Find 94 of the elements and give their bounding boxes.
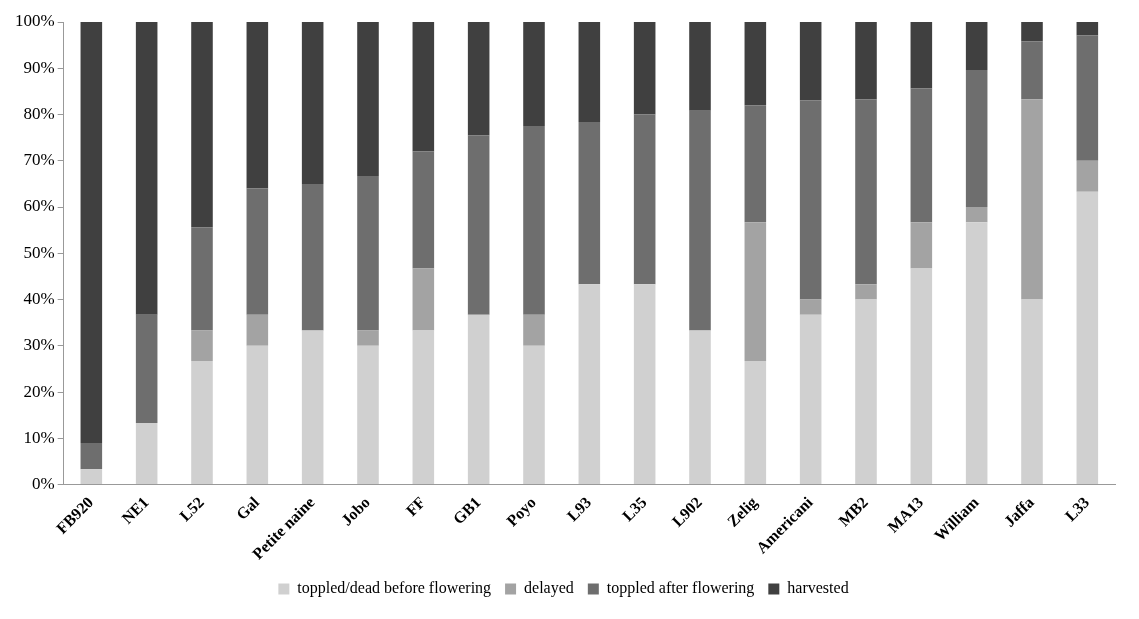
bar (191, 330, 213, 362)
bar (910, 268, 933, 485)
bar (744, 361, 767, 485)
bar (744, 105, 767, 223)
bar (1076, 22, 1099, 36)
bar (523, 345, 545, 485)
bar (191, 227, 213, 331)
y-tick-label: 40% (23, 289, 55, 308)
bar (910, 22, 933, 89)
x-tick-label: L35 (618, 493, 650, 525)
bar (855, 99, 877, 285)
bar (855, 22, 877, 100)
bar (80, 442, 103, 470)
bar (191, 22, 213, 228)
bar (965, 22, 988, 71)
bar (578, 284, 601, 485)
bar (246, 22, 269, 189)
bar (80, 22, 103, 443)
x-tick-label: Poyo (503, 493, 540, 530)
bar (412, 268, 435, 331)
x-tick-label: L93 (563, 493, 595, 525)
y-tick-label: 60% (23, 196, 55, 216)
bar (910, 222, 933, 269)
x-tick-label: Gal (232, 492, 263, 523)
legend-label: toppled/dead before flowering (297, 579, 492, 598)
y-tick-label: 30% (23, 335, 55, 355)
bar (855, 284, 877, 300)
bar (1021, 299, 1043, 485)
bar (135, 314, 158, 424)
bar (1076, 35, 1099, 161)
bar (357, 22, 379, 177)
bar (246, 188, 269, 315)
y-tick-label: 90% (23, 57, 55, 77)
bar (467, 135, 490, 315)
x-tick-label: Jobo (337, 493, 374, 529)
bar (633, 22, 656, 115)
y-tick-label: 0% (31, 474, 55, 494)
bar (135, 423, 158, 485)
bar (1076, 160, 1099, 192)
bar (1021, 99, 1043, 300)
bar (412, 22, 435, 152)
bar (744, 22, 767, 106)
bar (799, 299, 822, 315)
bar (965, 207, 988, 223)
bar (855, 299, 877, 485)
bar (965, 70, 988, 208)
x-tick-label: NE1 (118, 493, 152, 527)
bar (578, 22, 601, 122)
bar (191, 361, 213, 485)
x-tick-label: FF (402, 493, 429, 520)
legend-label: toppled after flowering (606, 579, 755, 598)
bar (357, 345, 379, 485)
bar (412, 151, 435, 269)
bar (467, 22, 490, 136)
bar (1076, 191, 1099, 485)
bar (80, 469, 103, 485)
x-tick-label: GB1 (449, 493, 484, 528)
legend-label: delayed (524, 579, 574, 598)
bar (799, 100, 822, 300)
bar (965, 222, 988, 485)
bar (357, 176, 379, 331)
bar (523, 126, 545, 315)
bar (467, 314, 490, 485)
y-tick-label: 80% (23, 103, 55, 123)
bar (301, 330, 324, 485)
y-tick-label: 100% (14, 11, 55, 31)
bar (910, 88, 933, 223)
legend-label: harvested (787, 579, 849, 597)
bar (135, 22, 158, 315)
bar (412, 330, 435, 485)
bar (578, 121, 601, 285)
bar (246, 345, 269, 485)
bar (246, 314, 269, 346)
bar (633, 284, 656, 485)
y-tick-label: 20% (23, 381, 55, 401)
bar (633, 114, 656, 285)
bar (523, 314, 545, 346)
bar (744, 222, 767, 362)
bar (689, 330, 711, 485)
bar (357, 330, 379, 346)
bar (301, 183, 324, 331)
bar (1021, 22, 1043, 42)
bar (689, 22, 711, 111)
x-tick-label: L33 (1061, 493, 1093, 525)
y-tick-label: 10% (23, 427, 55, 447)
bar (1021, 41, 1043, 100)
bar (689, 110, 711, 331)
bar (799, 22, 822, 101)
bar (799, 314, 822, 485)
x-tick-label: L52 (176, 493, 208, 525)
bar (523, 22, 545, 127)
y-tick-label: 70% (23, 150, 55, 170)
bar (301, 22, 324, 184)
y-tick-label: 50% (23, 242, 55, 262)
